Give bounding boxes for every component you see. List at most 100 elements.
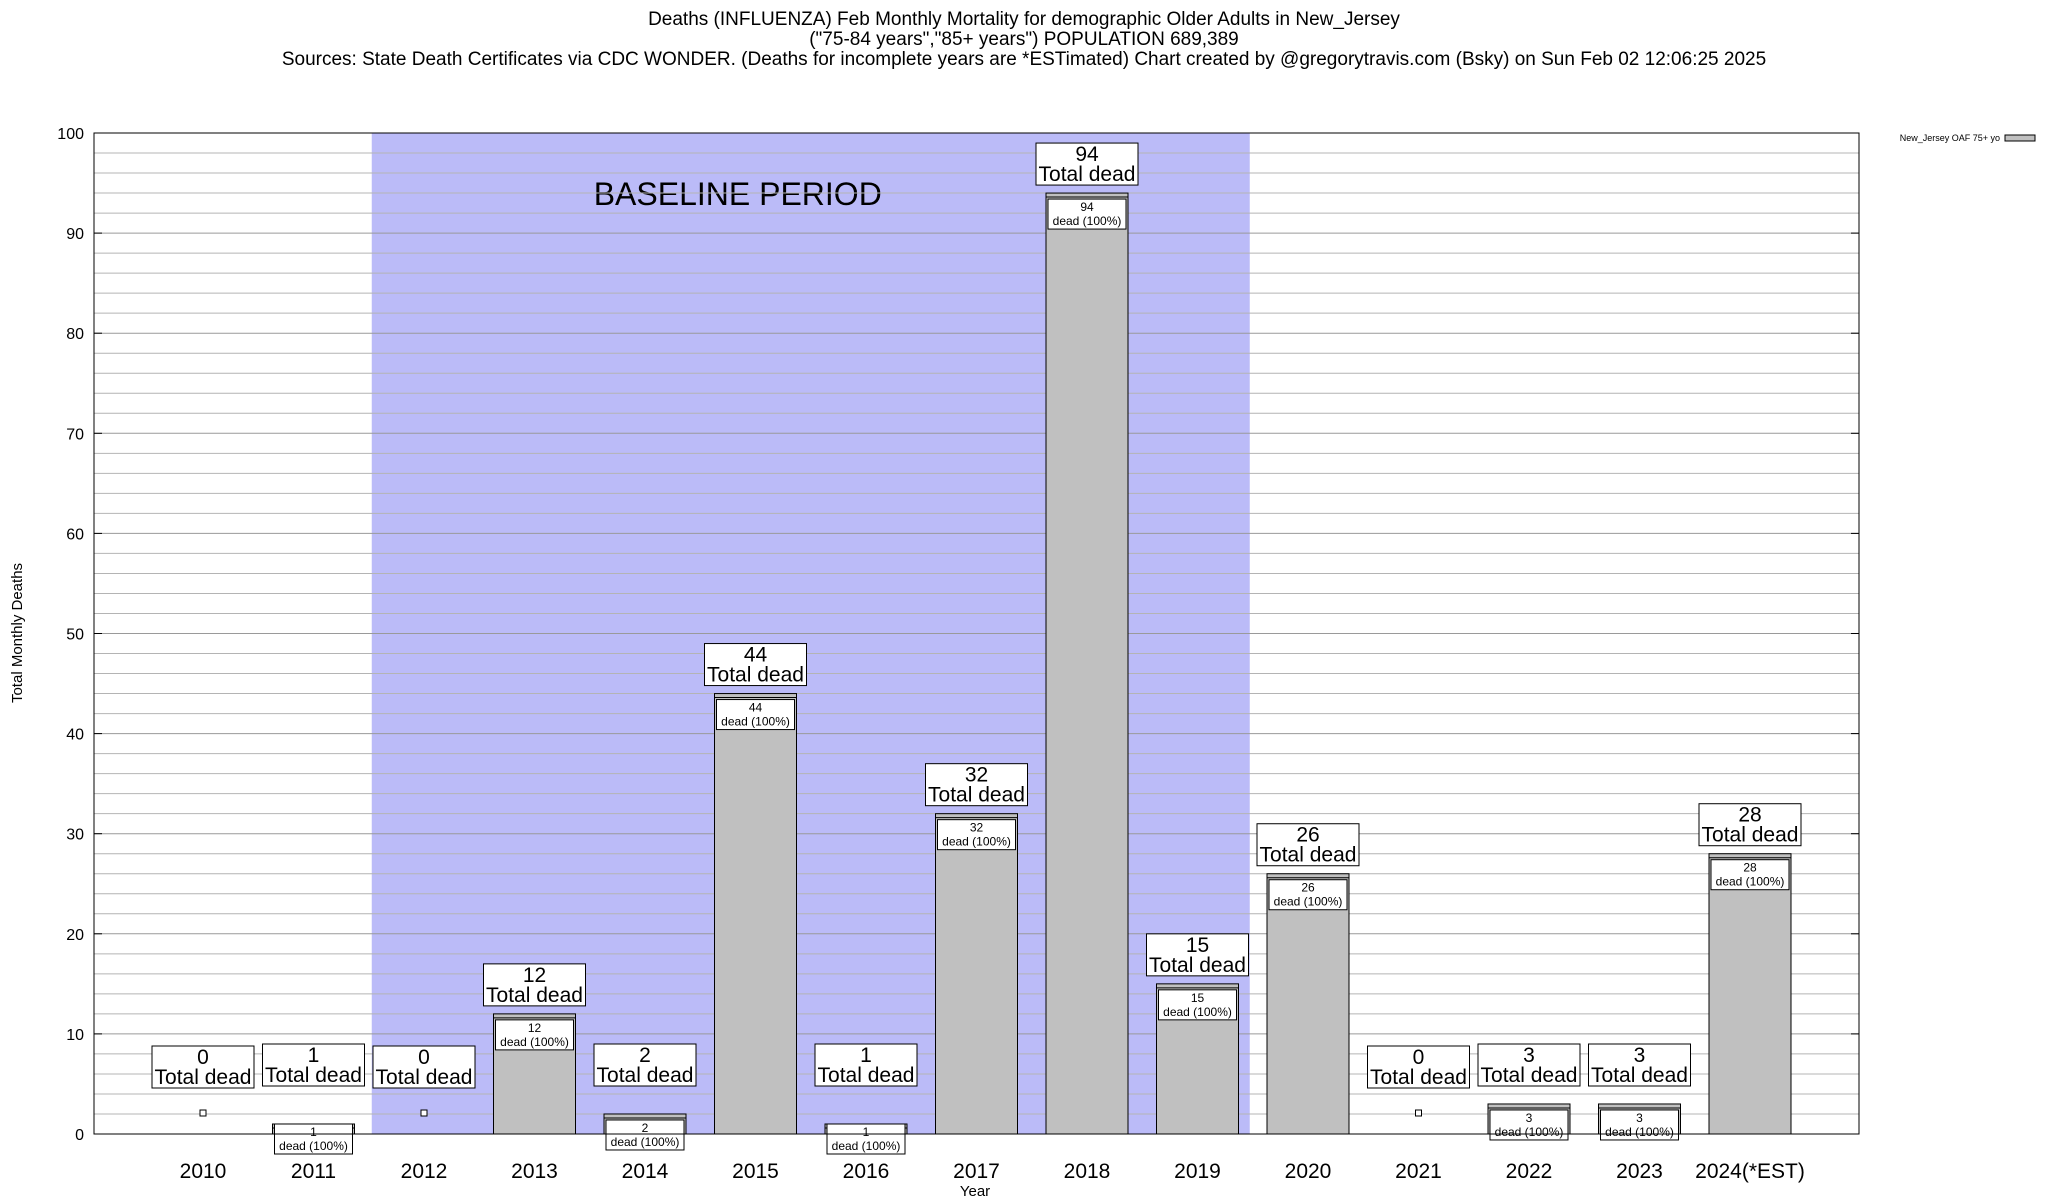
top-label-text: Total dead	[1591, 1064, 1688, 1087]
inner-label-value: 3	[1636, 1111, 1643, 1125]
top-label-value: 0	[418, 1046, 430, 1069]
bars	[199, 192, 1792, 1135]
inner-label-value: 3	[1526, 1111, 1533, 1125]
y-tick-label: 60	[66, 526, 84, 543]
top-label-text: Total dead	[265, 1064, 362, 1087]
bar-2018	[1045, 192, 1129, 1135]
inner-label-value: 15	[1191, 991, 1205, 1005]
x-tick-label: 2014	[622, 1160, 669, 1183]
inner-label-box	[605, 1119, 685, 1151]
top-label-box	[1588, 1043, 1691, 1087]
top-label-text: Total dead	[707, 664, 804, 687]
bar-2012-marker	[420, 1109, 428, 1117]
inner-label-value: 1	[863, 1125, 870, 1139]
top-label-text: Total dead	[155, 1066, 252, 1089]
inner-label-box	[716, 699, 795, 731]
top-label-box	[1698, 803, 1802, 847]
top-label-value: 12	[523, 964, 546, 987]
top-label-box	[1256, 823, 1360, 867]
inner-label-text: dead (100%)	[279, 1139, 348, 1153]
legend-swatch	[2004, 134, 2036, 142]
y-tick-label: 70	[66, 426, 84, 443]
bar-2015	[714, 693, 797, 1135]
top-label-box	[1146, 933, 1249, 977]
top-label-value: 1	[860, 1044, 872, 1067]
top-label-value: 0	[197, 1046, 209, 1069]
inner-label-text: dead (100%)	[832, 1139, 901, 1153]
inner-label-box	[826, 1123, 906, 1155]
top-label-value: 26	[1296, 824, 1319, 847]
inner-label-value: 44	[749, 701, 763, 715]
inner-label-value: 12	[528, 1021, 542, 1035]
top-label-box	[1035, 142, 1139, 186]
title-line-2: ("75-84 years","85+ years") POPULATION 6…	[809, 29, 1239, 50]
chart-title: Deaths (INFLUENZA) Feb Monthly Mortality…	[282, 9, 1766, 70]
y-tick-label: 100	[57, 126, 84, 143]
top-label-value: 44	[744, 644, 768, 667]
y-tick-label: 40	[66, 727, 84, 744]
top-label-value: 32	[965, 764, 988, 787]
top-label-text: Total dead	[1260, 844, 1357, 867]
inner-label-box	[1600, 1109, 1679, 1141]
x-tick-label: 2010	[180, 1160, 227, 1183]
y-tick-label: 10	[66, 1027, 84, 1044]
top-label-value: 15	[1186, 934, 1209, 957]
inner-label-box	[1158, 989, 1237, 1021]
x-tick-label: 2013	[511, 1160, 558, 1183]
x-tick-label: 2011	[291, 1160, 336, 1183]
bar-2021-marker	[1415, 1109, 1422, 1117]
inner-label-box	[1489, 1109, 1569, 1141]
inner-label-value: 26	[1301, 881, 1315, 895]
legend: New_Jersey OAF 75+ yo	[1900, 133, 2036, 143]
y-tick-label: 50	[66, 627, 84, 644]
inner-label-value: 94	[1080, 200, 1094, 214]
x-tick-label: 2020	[1285, 1160, 1332, 1183]
x-tick-label: 2021	[1395, 1160, 1442, 1183]
y-axis-title: Total Monthly Deaths	[9, 563, 26, 703]
bar-2017	[935, 813, 1018, 1135]
legend-label: New_Jersey OAF 75+ yo	[1900, 133, 2000, 143]
x-tick-label: 2012	[401, 1160, 448, 1183]
inner-label-text: dead (100%)	[611, 1135, 680, 1149]
inner-label-box	[1268, 879, 1348, 911]
inner-label-text: dead (100%)	[721, 715, 790, 729]
bar-2010-marker	[199, 1109, 207, 1117]
top-label-box	[704, 643, 807, 687]
top-label-text: Total dead	[1702, 824, 1799, 847]
inner-label-box	[1710, 859, 1790, 891]
top-label-value: 28	[1738, 804, 1761, 827]
top-label-box	[925, 763, 1028, 807]
inner-label-value: 2	[642, 1121, 649, 1135]
baseline-label: BASELINE PERIOD	[594, 176, 882, 212]
title-line-1: Deaths (INFLUENZA) Feb Monthly Mortality…	[648, 9, 1400, 30]
y-tick-label: 0	[75, 1127, 84, 1144]
x-tick-label: 2018	[1064, 1160, 1111, 1183]
top-label-box	[151, 1045, 255, 1089]
inner-label-text: dead (100%)	[1274, 895, 1343, 909]
top-label-text: Total dead	[1370, 1066, 1467, 1089]
top-label-text: Total dead	[928, 784, 1025, 807]
top-label-box	[814, 1043, 918, 1087]
inner-label-text: dead (100%)	[942, 835, 1011, 849]
inner-label-text: dead (100%)	[1716, 875, 1785, 889]
top-label-text: Total dead	[1039, 163, 1136, 186]
top-label-box	[1367, 1045, 1470, 1089]
top-label-value: 2	[639, 1044, 651, 1067]
top-label-text: Total dead	[818, 1064, 915, 1087]
top-label-value: 1	[308, 1044, 320, 1067]
inner-label-text: dead (100%)	[1053, 214, 1122, 228]
top-label-value: 94	[1075, 143, 1099, 166]
title-line-3: Sources: State Death Certificates via CD…	[282, 49, 1766, 70]
inner-label-text: dead (100%)	[500, 1035, 569, 1049]
inner-label-box	[495, 1019, 574, 1051]
bar-2020	[1266, 873, 1350, 1135]
top-label-box	[483, 963, 586, 1007]
y-tick-label: 20	[66, 927, 84, 944]
top-label-box	[593, 1043, 697, 1087]
x-axis-title: Year	[960, 1183, 990, 1200]
top-label-value: 3	[1523, 1044, 1535, 1067]
top-label-text: Total dead	[486, 984, 583, 1007]
